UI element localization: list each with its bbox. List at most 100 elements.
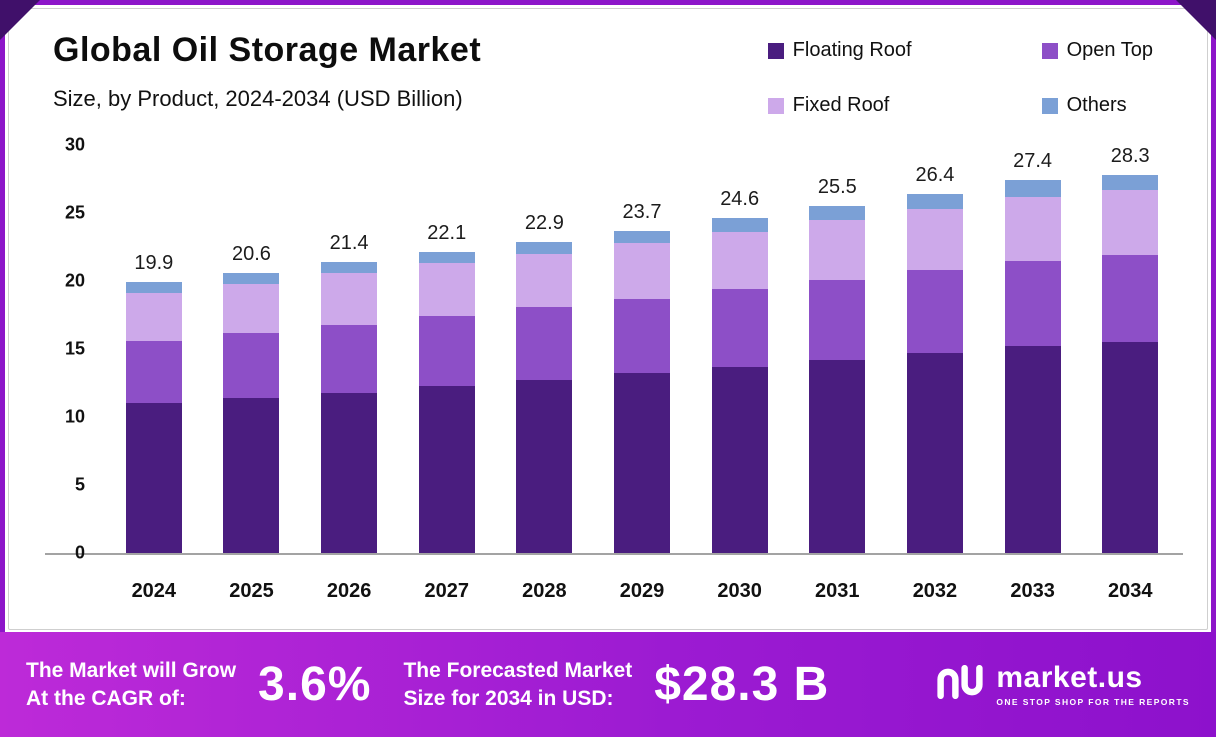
- bar-column: 27.4: [984, 145, 1082, 553]
- bar-segment-floating-roof: [321, 392, 378, 553]
- chart-header: Global Oil Storage Market Size, by Produ…: [53, 31, 481, 112]
- x-axis-label: 2029: [619, 579, 665, 602]
- legend-swatch-fixed-roof-icon: [767, 97, 784, 114]
- bar-segment-floating-roof: [1102, 341, 1159, 553]
- bar-total-label: 22.9: [524, 211, 564, 234]
- bar-segment-floating-roof: [418, 385, 475, 553]
- bar-segment-others: [1004, 180, 1061, 197]
- cagr-label-line1: The Market will Grow: [26, 659, 237, 683]
- y-tick-label: 30: [64, 134, 85, 155]
- forecast-value: $28.3 B: [654, 658, 830, 711]
- legend-item: Open Top: [1041, 39, 1153, 62]
- stacked-bar: [1004, 180, 1061, 553]
- bar-segment-open-top: [614, 298, 671, 374]
- bar-segment-open-top: [809, 279, 866, 360]
- bar-segment-fixed-roof: [809, 219, 866, 280]
- bar-segment-floating-roof: [516, 380, 573, 553]
- bar-segment-fixed-roof: [125, 293, 182, 341]
- stacked-bar: [125, 282, 182, 553]
- x-axis-label: 2025: [229, 579, 274, 602]
- bar-total-label: 27.4: [1013, 150, 1053, 173]
- bar-total-label: 22.1: [427, 222, 467, 245]
- legend-item: Others: [1041, 94, 1153, 117]
- stacked-bar: [418, 252, 475, 553]
- stacked-bar: [711, 218, 768, 553]
- corner-decoration-top-right: [1176, 0, 1216, 40]
- bar-segment-open-top: [223, 332, 280, 398]
- bar-column: 26.4: [886, 145, 984, 553]
- footer-banner: The Market will Grow At the CAGR of: 3.6…: [0, 632, 1216, 737]
- bar-segment-floating-roof: [614, 373, 671, 553]
- bar-segment-floating-roof: [711, 366, 768, 553]
- x-axis-label: 2030: [717, 579, 762, 602]
- x-axis-label: 2033: [1010, 579, 1055, 602]
- bar-segment-fixed-roof: [516, 253, 573, 307]
- y-tick-label: 15: [64, 338, 85, 359]
- bar-total-label: 24.6: [720, 188, 760, 211]
- bar-segment-others: [223, 272, 280, 284]
- bar-segment-open-top: [906, 270, 963, 354]
- bar-column: 19.9: [105, 145, 203, 553]
- bar-total-label: 19.9: [134, 252, 174, 275]
- bar-segment-others: [1102, 175, 1159, 190]
- bar-segment-fixed-roof: [614, 242, 671, 299]
- bar-segment-fixed-roof: [1004, 196, 1061, 261]
- y-axis: 30 25 20 15 10 5 0: [45, 135, 93, 563]
- brand-name: market.us: [996, 660, 1143, 694]
- cagr-value: 3.6%: [258, 658, 372, 711]
- bar-column: 22.1: [398, 145, 496, 553]
- legend-swatch-floating-roof-icon: [767, 42, 784, 59]
- legend: Floating Roof Open Top Fixed Roof Others: [767, 39, 1153, 117]
- forecast-label: The Forecasted Market Size for 2034 in U…: [403, 657, 632, 712]
- market-us-logo-icon: [936, 664, 984, 704]
- bar-segment-others: [906, 194, 963, 209]
- stacked-bar: [516, 241, 573, 553]
- x-axis-label: 2028: [522, 579, 567, 602]
- bar-segment-fixed-roof: [1102, 189, 1159, 256]
- bar-segment-floating-roof: [1004, 346, 1061, 553]
- bar-segment-open-top: [1102, 255, 1159, 342]
- forecast-label-line2: Size for 2034 in USD:: [403, 686, 614, 710]
- bar-total-label: 25.5: [817, 176, 857, 199]
- chart-subtitle: Size, by Product, 2024-2034 (USD Billion…: [53, 86, 463, 111]
- bar-segment-open-top: [321, 324, 378, 393]
- legend-label: Others: [1066, 94, 1127, 116]
- bar-segment-fixed-roof: [418, 263, 475, 317]
- bar-segment-floating-roof: [809, 359, 866, 553]
- bar-segment-others: [614, 230, 671, 243]
- bar-column: 23.7: [593, 145, 691, 553]
- stacked-bar: [321, 262, 378, 553]
- bar-segment-others: [809, 206, 866, 220]
- bar-segment-fixed-roof: [906, 208, 963, 271]
- bar-column: 21.4: [300, 145, 398, 553]
- cagr-label: The Market will Grow At the CAGR of:: [26, 657, 236, 712]
- bar-segment-others: [516, 241, 573, 254]
- x-axis-labels: 2024 2025 2026 2027 2028 2029 2030 2031 2032 2033…: [45, 555, 1183, 621]
- y-tick-label: 10: [64, 406, 85, 427]
- bar-segment-floating-roof: [906, 353, 963, 553]
- brand-logo: market.us ONE STOP SHOP FOR THE REPORTS: [936, 660, 1190, 707]
- stacked-bar: [906, 194, 963, 553]
- bar-total-label: 26.4: [915, 163, 955, 186]
- x-axis-label: 2026: [326, 579, 372, 602]
- stacked-bar: [809, 206, 866, 553]
- bar-segment-open-top: [711, 289, 768, 367]
- stacked-bar: [223, 272, 280, 553]
- bar-total-label: 23.7: [622, 200, 662, 223]
- plot-area: 30 25 20 15 10 5 0 19.9 20.6 21.4 22.1 22.9 23.7 24.…: [45, 135, 1183, 563]
- corner-decoration-top-left: [0, 0, 40, 40]
- y-tick-label: 25: [64, 202, 85, 223]
- bar-segment-others: [125, 282, 182, 294]
- bar-total-label: 20.6: [231, 242, 271, 265]
- bar-segment-fixed-roof: [711, 232, 768, 290]
- bar-segment-open-top: [1004, 260, 1061, 347]
- legend-label: Fixed Roof: [792, 94, 890, 116]
- bar-segment-others: [711, 218, 768, 233]
- brand-tagline: ONE STOP SHOP FOR THE REPORTS: [996, 696, 1190, 707]
- legend-label: Floating Roof: [792, 39, 912, 61]
- bar-segment-fixed-roof: [321, 272, 378, 325]
- bar-total-label: 28.3: [1110, 145, 1150, 167]
- plot-wrap: 30 25 20 15 10 5 0 19.9 20.6 21.4 22.1 22.9 23.7 24.…: [45, 135, 1183, 621]
- bar-segment-others: [321, 262, 378, 273]
- y-tick-label: 0: [74, 542, 85, 563]
